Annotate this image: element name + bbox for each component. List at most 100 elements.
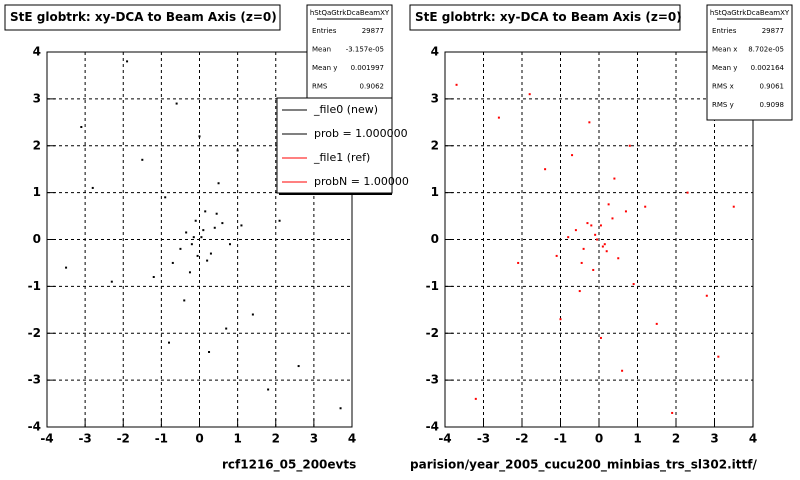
title-box bbox=[409, 4, 681, 31]
point bbox=[607, 203, 610, 206]
point bbox=[594, 233, 597, 236]
point bbox=[671, 411, 674, 414]
point bbox=[217, 182, 220, 185]
point bbox=[185, 231, 188, 234]
point bbox=[644, 205, 647, 208]
point bbox=[603, 243, 606, 246]
y-tick-label: -3 bbox=[28, 373, 41, 387]
y-tick-label: 0 bbox=[431, 232, 439, 246]
point bbox=[168, 341, 170, 344]
x-tick-label: 2 bbox=[672, 432, 680, 446]
legend-box bbox=[276, 97, 393, 194]
stats-value: 29877 bbox=[362, 27, 384, 35]
point bbox=[110, 280, 113, 283]
y-tick-label: -4 bbox=[28, 420, 41, 434]
point bbox=[91, 186, 94, 189]
x-tick-label: -1 bbox=[554, 432, 567, 446]
point bbox=[596, 238, 599, 241]
point bbox=[705, 294, 708, 297]
stats-label: Mean y bbox=[312, 64, 337, 72]
point bbox=[613, 177, 616, 180]
point bbox=[198, 135, 201, 138]
point bbox=[229, 243, 231, 246]
stats-value: 8.702e-05 bbox=[748, 46, 784, 54]
point bbox=[80, 126, 83, 128]
stats-box bbox=[706, 4, 793, 121]
point bbox=[599, 336, 602, 339]
stats-box bbox=[306, 4, 393, 106]
stats-value: 0.9098 bbox=[760, 101, 785, 109]
point bbox=[206, 259, 209, 262]
point bbox=[339, 407, 342, 410]
point bbox=[209, 252, 212, 255]
point bbox=[175, 102, 178, 105]
point bbox=[559, 318, 562, 321]
point bbox=[578, 290, 581, 293]
point bbox=[278, 219, 281, 222]
point bbox=[204, 210, 207, 213]
point bbox=[194, 219, 197, 222]
y-tick-label: -1 bbox=[28, 279, 41, 293]
point bbox=[240, 224, 243, 227]
legend-label: _file0 (new) bbox=[313, 103, 378, 116]
chart-title: StE globtrk: xy-DCA to Beam Axis (z=0) bbox=[10, 10, 277, 24]
point bbox=[567, 236, 570, 239]
stats-label: Entries bbox=[312, 27, 337, 35]
point bbox=[202, 229, 205, 232]
y-tick-label: -2 bbox=[426, 326, 439, 340]
y-tick-label: 2 bbox=[431, 138, 439, 152]
footer: rcf1216_05_200evts bbox=[222, 458, 356, 473]
point bbox=[601, 245, 604, 248]
point bbox=[200, 236, 203, 239]
legend-label: prob = 1.000000 bbox=[314, 127, 408, 140]
point bbox=[474, 397, 477, 400]
point bbox=[582, 247, 585, 250]
point bbox=[571, 154, 574, 157]
stats-label: Mean x bbox=[712, 46, 737, 54]
point bbox=[628, 144, 631, 147]
point bbox=[455, 83, 458, 86]
x-tick-label: -2 bbox=[515, 432, 528, 446]
point bbox=[190, 243, 193, 246]
point bbox=[528, 93, 531, 96]
stats-value: 0.9061 bbox=[760, 83, 785, 91]
point bbox=[236, 149, 239, 152]
chart-title: StE globtrk: xy-DCA to Beam Axis (z=0) bbox=[415, 10, 682, 24]
point bbox=[126, 60, 129, 63]
stats-value: 29877 bbox=[762, 27, 784, 35]
y-tick-label: 3 bbox=[431, 91, 439, 105]
stats-label: Mean y bbox=[712, 64, 737, 72]
point bbox=[267, 388, 270, 391]
y-tick-label: -1 bbox=[426, 279, 439, 293]
point bbox=[188, 271, 191, 274]
stats-value: 0.9062 bbox=[360, 83, 385, 91]
point bbox=[183, 299, 186, 302]
x-tick-label: -4 bbox=[438, 432, 451, 446]
y-tick-label: -4 bbox=[426, 420, 439, 434]
x-tick-label: 1 bbox=[233, 432, 241, 446]
point bbox=[621, 369, 624, 372]
point bbox=[592, 268, 595, 271]
point bbox=[164, 196, 167, 199]
point bbox=[632, 283, 635, 286]
point bbox=[221, 222, 224, 225]
title-box bbox=[4, 4, 281, 31]
point bbox=[225, 327, 228, 330]
point bbox=[686, 191, 689, 194]
y-tick-label: 4 bbox=[431, 45, 439, 59]
x-tick-label: 1 bbox=[633, 432, 641, 446]
point bbox=[555, 254, 558, 257]
stats-label: RMS bbox=[312, 83, 328, 91]
point bbox=[141, 158, 144, 161]
point bbox=[192, 236, 195, 239]
point bbox=[590, 224, 593, 227]
x-tick-label: 4 bbox=[749, 432, 757, 446]
y-tick-label: 1 bbox=[33, 185, 41, 199]
y-tick-label: 3 bbox=[33, 91, 41, 105]
point bbox=[213, 226, 216, 229]
stats-label: RMS y bbox=[712, 101, 734, 109]
legend-label: probN = 1.00000 bbox=[314, 175, 409, 188]
x-tick-label: 3 bbox=[710, 432, 718, 446]
point bbox=[65, 266, 68, 269]
